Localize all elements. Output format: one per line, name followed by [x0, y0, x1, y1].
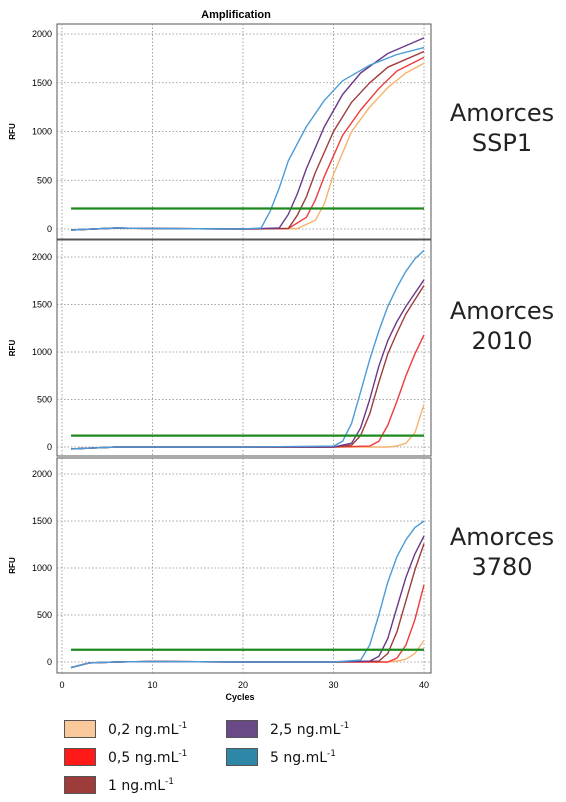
amplification-curve [70, 249, 425, 450]
y-tick-label: 2000 [32, 469, 52, 479]
legend-swatch [64, 776, 96, 794]
y-axis-label: RFU [8, 123, 17, 140]
legend-label: 0,5 ng.mL-1 [108, 748, 188, 766]
legend-swatch [64, 748, 96, 766]
legend-item: 0,5 ng.mL-1 [64, 746, 187, 768]
panel-label-line-2: SSP1 [471, 129, 533, 157]
y-tick-label: 500 [37, 175, 52, 185]
y-tick-label: 1500 [32, 78, 52, 88]
plot-area [56, 457, 432, 674]
x-tick-label: 40 [419, 680, 429, 690]
y-tick-label: 1000 [32, 347, 52, 357]
x-tick-label: 0 [59, 680, 64, 690]
panel-label-2010: Amorces 2010 [440, 296, 564, 356]
y-tick-label: 2000 [32, 29, 52, 39]
panel-label-line-2: 3780 [471, 553, 533, 581]
y-tick-label: 500 [37, 610, 52, 620]
y-tick-label: 1500 [32, 300, 52, 310]
x-tick-label: 20 [238, 680, 248, 690]
y-tick-label: 1000 [32, 127, 52, 137]
panel-label-line-2: 2010 [471, 327, 533, 355]
legend-item: 2,5 ng.mL-1 [226, 718, 349, 740]
plot-area [56, 239, 432, 457]
y-tick-label: 0 [47, 657, 52, 667]
y-tick-label: 1000 [32, 563, 52, 573]
amplification-curve [70, 46, 425, 231]
legend-swatch [64, 720, 96, 738]
chart-legend: 0,2 ng.mL-1 0,5 ng.mL-1 1 ng.mL-1 2,5 ng… [64, 718, 384, 798]
panel-label-line-1: Amorces [449, 523, 555, 551]
legend-label: 1 ng.mL-1 [108, 776, 174, 794]
legend-item: 5 ng.mL-1 [226, 746, 336, 768]
y-tick-label: 500 [37, 395, 52, 405]
legend-swatch [226, 720, 258, 738]
x-axis-label: Cycles [225, 692, 254, 702]
y-tick-label: 0 [47, 224, 52, 234]
y-axis-label: RFU [8, 557, 17, 574]
y-tick-label: 1500 [32, 516, 52, 526]
legend-label: 2,5 ng.mL-1 [270, 720, 350, 738]
y-axis-label: RFU [8, 340, 17, 357]
y-tick-label: 0 [47, 442, 52, 452]
legend-label: 5 ng.mL-1 [270, 748, 336, 766]
legend-swatch [226, 748, 258, 766]
x-tick-label: 30 [328, 680, 338, 690]
panel-label-3780: Amorces 3780 [440, 522, 564, 582]
amplification-curve [70, 520, 425, 669]
panel-label-ssp1: Amorces SSP1 [440, 98, 564, 158]
x-tick-label: 10 [147, 680, 157, 690]
chart-panels: 0 500 1000 1500 2000 RFU 0 500 1000 1500 2000 RFU 0 5… [8, 23, 432, 690]
legend-label: 0,2 ng.mL-1 [108, 720, 188, 738]
panel-label-line-1: Amorces [449, 297, 555, 325]
legend-item: 1 ng.mL-1 [64, 774, 174, 796]
y-tick-label: 2000 [32, 252, 52, 262]
panel-label-line-1: Amorces [449, 99, 555, 127]
legend-item: 0,2 ng.mL-1 [64, 718, 187, 740]
chart-title: Amplification [201, 9, 271, 21]
